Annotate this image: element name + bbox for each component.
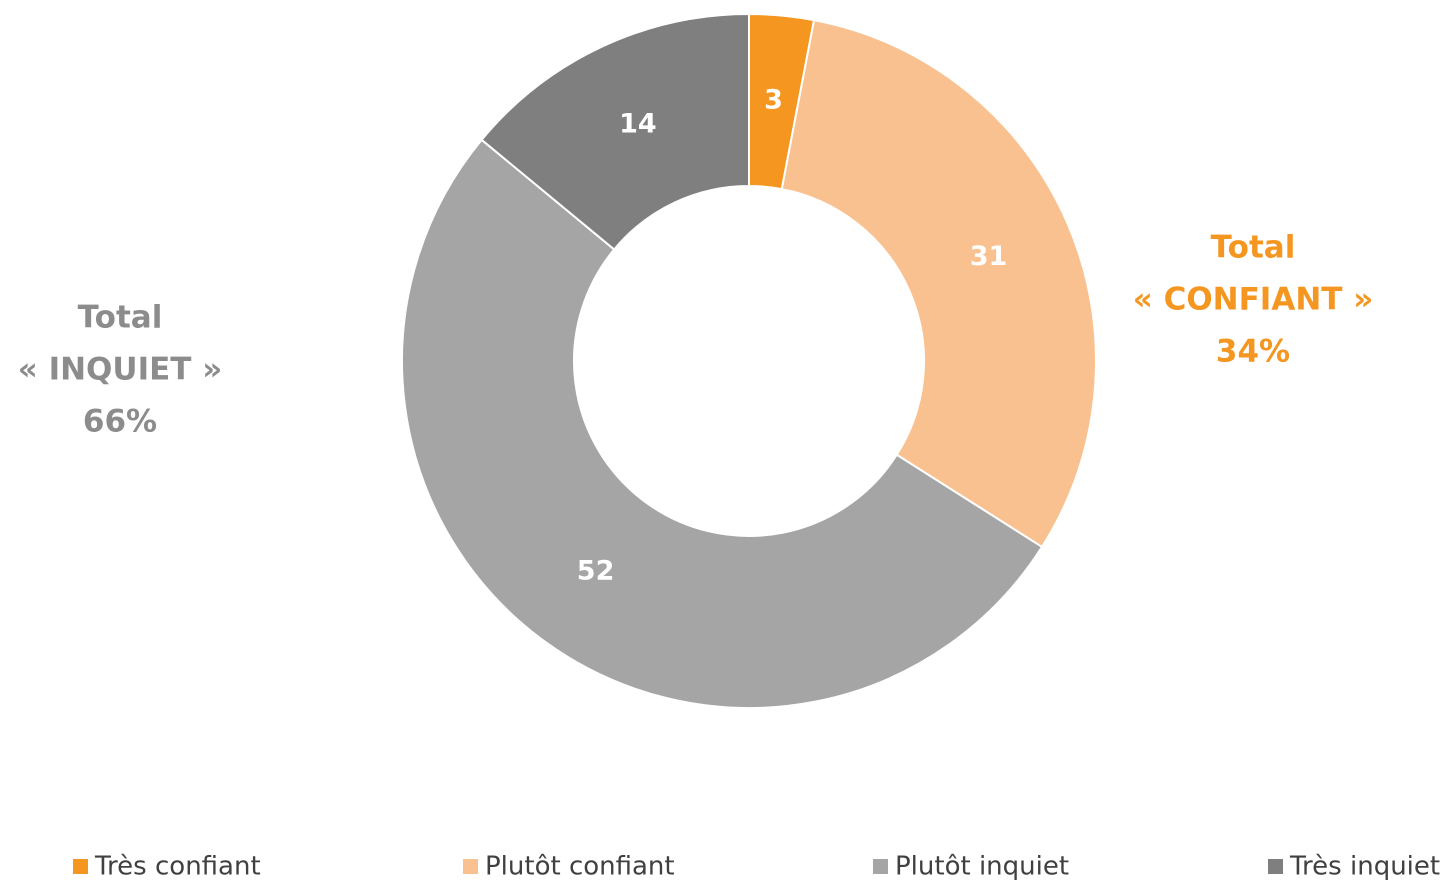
annotation: 34% [1216, 334, 1290, 370]
data-label: 3 [764, 85, 783, 116]
legend-label: Très confiant [94, 852, 261, 882]
legend-swatch [73, 859, 88, 874]
legend-swatch [1268, 859, 1283, 874]
data-label: 31 [970, 241, 1008, 272]
legend-swatch [873, 859, 888, 874]
legend-label: Plutôt inquiet [895, 852, 1069, 882]
data-label: 52 [577, 556, 615, 587]
annotation: 66% [83, 404, 157, 440]
annotation: « CONFIANT » [1133, 282, 1373, 318]
data-label: 14 [619, 108, 657, 139]
legend-label: Plutôt confiant [485, 852, 675, 882]
donut-segment [480, 12, 750, 251]
donut-segment [780, 18, 1097, 549]
donut-segment [401, 138, 1044, 709]
annotation: Total [1211, 230, 1296, 266]
annotation: Total [78, 300, 163, 336]
legend-swatch [463, 859, 478, 874]
annotation: « INQUIET » [18, 352, 223, 388]
legend-label: Très inquiet [1289, 852, 1440, 882]
